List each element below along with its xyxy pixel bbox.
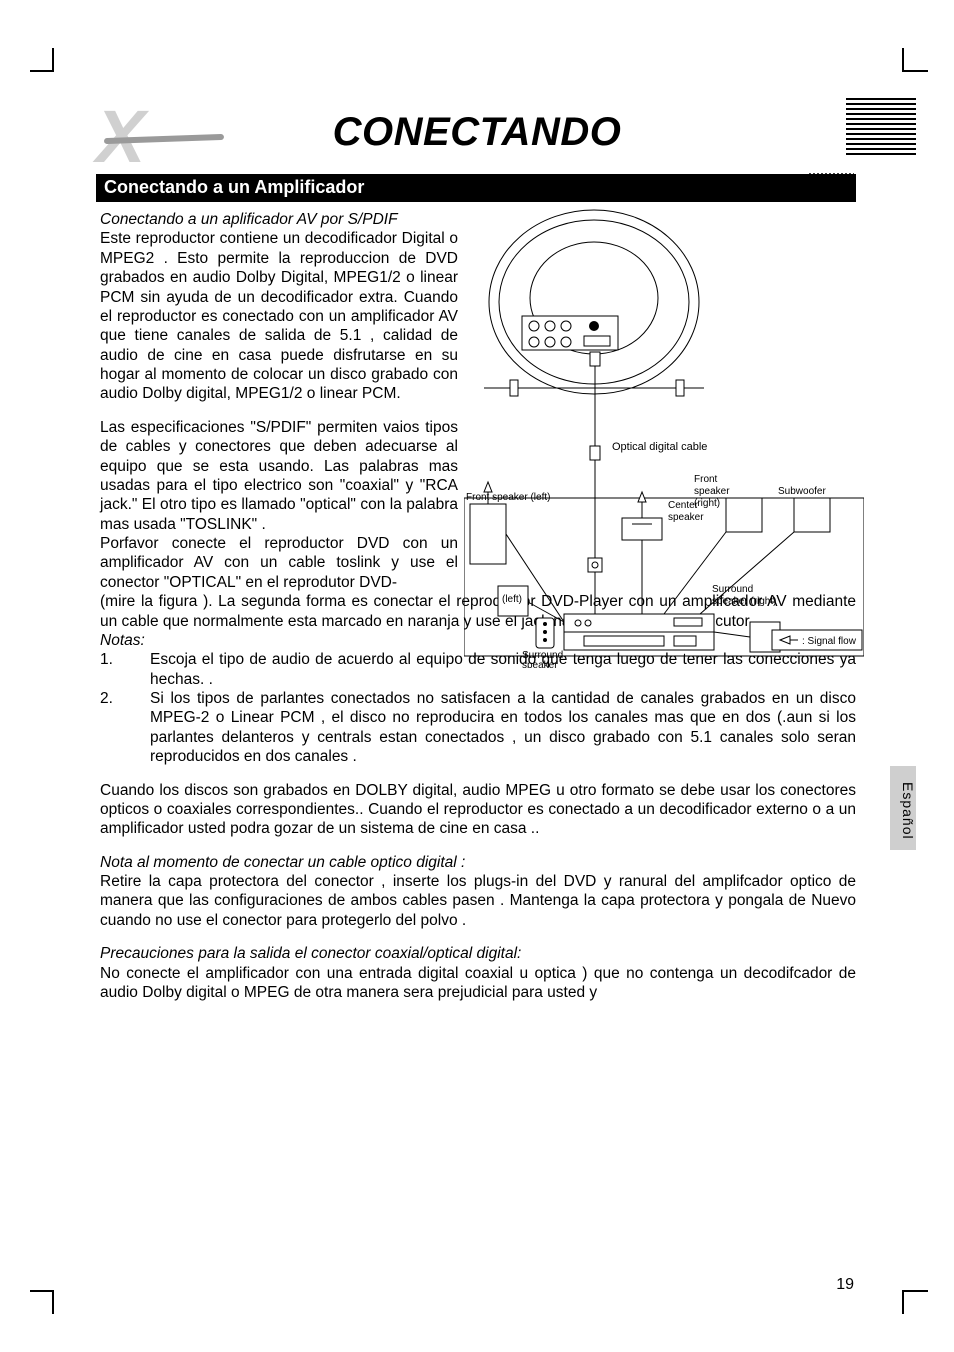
diagram-label-front-right2: (right)	[694, 498, 720, 509]
crop-mark	[902, 48, 904, 72]
language-side-tab: Español	[890, 766, 916, 850]
note-num: 2.	[100, 689, 150, 767]
note-num: 1.	[100, 650, 150, 689]
section-title-bar: Conectando a un Amplificador	[96, 174, 856, 202]
note-text: Si los tipos de parlantes conectados no …	[150, 689, 856, 767]
diagram-label-surround-right2: speaker (right)	[712, 596, 776, 607]
diagram-label-optical-cable: Optical digital cable	[612, 441, 707, 453]
chapter-title: CONECTANDO	[0, 110, 954, 155]
diagram-label-surround-right: Surround	[712, 584, 753, 595]
para-2: Las especificaciones "S/PDIF" permiten v…	[100, 418, 458, 534]
para-3a: Porfavor conecte el reproductor DVD con …	[100, 534, 458, 592]
para-4: Cuando los discos son grabados en DOLBY …	[100, 781, 856, 839]
diagram-label-front-left: Front speaker (left)	[466, 492, 550, 503]
diagram-label-signal-flow: : Signal flow	[802, 636, 857, 647]
subheading-2: Nota al momento de conectar un cable opt…	[100, 853, 856, 872]
connection-diagram: Optical digital cable Front speaker (lef…	[464, 202, 864, 668]
crop-mark	[30, 1290, 54, 1292]
crop-mark	[904, 1290, 928, 1292]
diagram-label-surround-speaker2: speaker	[522, 660, 558, 668]
crop-mark	[52, 48, 54, 72]
diagram-label-front-right: speaker	[694, 486, 730, 497]
subtitle: Conectando a un aplificador AV por S/PDI…	[100, 210, 458, 229]
para-1: Este reproductor contiene un decodificad…	[100, 229, 458, 403]
crop-mark	[902, 1290, 904, 1314]
para-6: No conecte el amplificador con una entra…	[100, 964, 856, 1003]
diagram-label-surround-left: (left)	[502, 594, 522, 605]
diagram-label-center2: speaker	[668, 512, 704, 523]
page-number: 19	[836, 1276, 854, 1294]
crop-mark	[52, 1290, 54, 1314]
diagram-label-subwoofer: Subwoofer	[778, 486, 826, 497]
subheading-3: Precauciones para la salida el conector …	[100, 944, 856, 963]
crop-mark	[30, 70, 54, 72]
note-item: 2. Si los tipos de parlantes conectados …	[100, 689, 856, 767]
crop-mark	[904, 70, 928, 72]
para-5: Retire la capa protectora del conector ,…	[100, 872, 856, 930]
diagram-label-front: Front	[694, 474, 718, 485]
